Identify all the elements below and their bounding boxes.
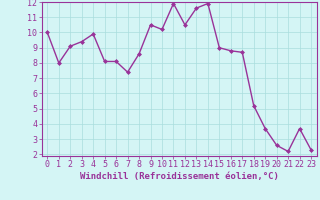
X-axis label: Windchill (Refroidissement éolien,°C): Windchill (Refroidissement éolien,°C) — [80, 172, 279, 181]
